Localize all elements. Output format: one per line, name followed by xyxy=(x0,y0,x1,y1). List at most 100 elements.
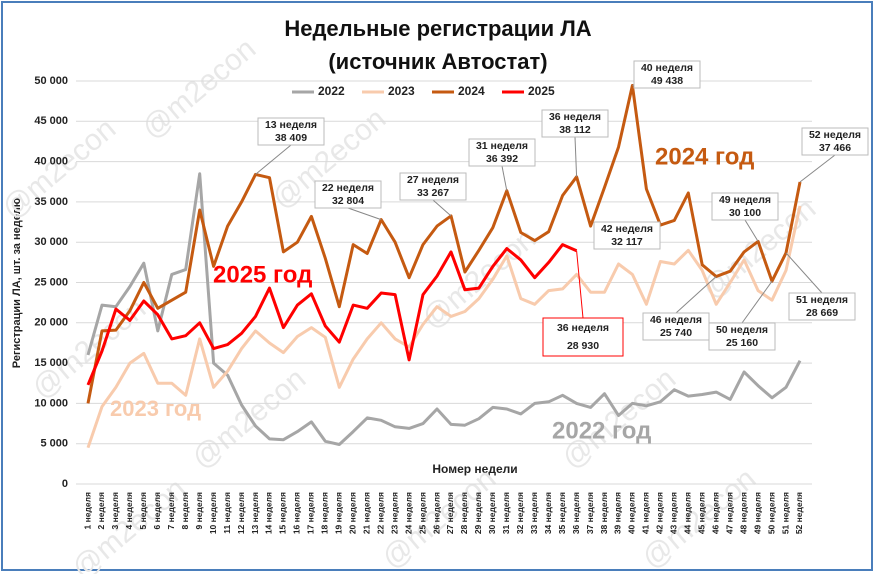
x-tick-label: 16 неделя xyxy=(292,492,302,534)
y-tick-label: 45 000 xyxy=(34,115,68,127)
x-tick-label: 32 неделя xyxy=(515,492,525,534)
x-tick-label: 4 неделя xyxy=(124,492,134,529)
annotation-text: 28 930 xyxy=(567,340,599,352)
x-tick-label: 38 неделя xyxy=(599,492,609,534)
annotation-box xyxy=(541,109,609,138)
annotation-text: 13 неделя xyxy=(265,119,317,131)
annotation-text: 22 неделя xyxy=(322,182,374,194)
x-tick-label: 45 неделя xyxy=(696,492,706,534)
legend-label: 2024 xyxy=(458,84,485,98)
y-tick-label: 25 000 xyxy=(34,276,68,288)
y-tick-label: 5 000 xyxy=(40,438,68,450)
annotation-leader xyxy=(785,252,823,294)
legend-label: 2022 xyxy=(318,84,345,98)
y-tick-label: 50 000 xyxy=(34,75,68,87)
annotation-text: 51 неделя xyxy=(796,294,848,306)
series-line xyxy=(86,205,802,449)
annotation-box xyxy=(711,192,779,221)
annotation-text: 25 740 xyxy=(660,327,692,339)
annotation-leader xyxy=(501,165,508,191)
annotation-text: 40 неделя xyxy=(641,62,693,74)
annotation-text: 46 неделя xyxy=(650,314,702,326)
x-tick-label: 3 неделя xyxy=(110,492,120,529)
series-label: 2023 год xyxy=(110,396,201,421)
annotation-box xyxy=(801,127,869,156)
x-tick-label: 6 неделя xyxy=(152,492,162,529)
annotation-box xyxy=(642,312,710,341)
x-tick-label: 23 неделя xyxy=(389,492,399,534)
annotation-box xyxy=(708,322,776,351)
annotation-leader xyxy=(799,154,836,183)
y-tick-label: 0 xyxy=(62,478,68,490)
series-line xyxy=(86,172,802,446)
annotation-text: 36 неделя xyxy=(549,111,601,123)
x-tick-label: 29 неделя xyxy=(473,492,483,534)
x-tick-label: 22 неделя xyxy=(375,492,385,534)
x-tick-label: 36 неделя xyxy=(571,492,581,534)
y-tick-label: 35 000 xyxy=(34,196,68,208)
x-tick-label: 19 неделя xyxy=(334,492,344,534)
x-tick-label: 10 неделя xyxy=(208,492,218,534)
annotation-leader xyxy=(675,276,717,314)
annotation-leader xyxy=(574,136,578,177)
annotation-text: 36 неделя xyxy=(557,322,609,334)
annotation-text: 32 804 xyxy=(332,195,364,207)
annotation-text: 30 100 xyxy=(729,207,761,219)
y-tick-label: 15 000 xyxy=(34,357,68,369)
x-tick-label: 7 неделя xyxy=(166,492,176,529)
x-tick-label: 8 неделя xyxy=(180,492,190,529)
x-tick-label: 1 неделя xyxy=(82,492,92,529)
y-tick-label: 10 000 xyxy=(34,397,68,409)
annotation-box xyxy=(399,172,467,201)
annotation-leader xyxy=(255,144,292,175)
x-tick-label: 17 неделя xyxy=(306,492,316,534)
annotation-text: 38 112 xyxy=(559,124,591,136)
series-line xyxy=(86,84,802,404)
annotation-leader xyxy=(744,219,759,242)
annotation-leader xyxy=(576,250,584,319)
x-tick-label: 18 неделя xyxy=(320,492,330,534)
x-tick-label: 43 неделя xyxy=(669,492,679,534)
series-label: 2022 год xyxy=(552,417,651,444)
x-tick-label: 12 неделя xyxy=(236,492,246,534)
x-tick-label: 37 неделя xyxy=(585,492,595,534)
annotation-text: 33 267 xyxy=(417,187,449,199)
x-tick-label: 5 неделя xyxy=(138,492,148,529)
x-tick-label: 34 неделя xyxy=(543,492,553,534)
x-tick-label: 21 неделя xyxy=(361,492,371,534)
x-tick-label: 41 неделя xyxy=(641,492,651,534)
x-tick-label: 46 неделя xyxy=(710,492,720,534)
legend-label: 2023 xyxy=(388,84,415,98)
x-axis-title: Номер недели xyxy=(432,462,517,476)
y-tick-label: 40 000 xyxy=(34,156,68,168)
annotation-text: 37 466 xyxy=(819,142,851,154)
x-tick-label: 44 неделя xyxy=(683,492,693,534)
x-tick-label: 26 неделя xyxy=(431,492,441,534)
annotation-leader xyxy=(432,199,452,217)
y-tick-label: 30 000 xyxy=(34,236,68,248)
chart-title: (источник Автостат) xyxy=(328,49,547,74)
annotation-text: 27 неделя xyxy=(407,174,459,186)
x-tick-label: 25 неделя xyxy=(417,492,427,534)
x-tick-label: 14 неделя xyxy=(264,492,274,534)
annotation-text: 32 117 xyxy=(611,236,643,248)
x-tick-label: 48 неделя xyxy=(738,492,748,534)
x-tick-label: 2 неделя xyxy=(96,492,106,529)
annotation-box xyxy=(542,317,624,357)
annotation-text: 36 392 xyxy=(486,153,518,165)
x-tick-label: 40 неделя xyxy=(627,492,637,534)
annotation-box xyxy=(633,60,701,89)
y-tick-label: 20 000 xyxy=(34,317,68,329)
annotation-text: 49 неделя xyxy=(719,194,771,206)
x-tick-label: 30 неделя xyxy=(487,492,497,534)
annotation-leader xyxy=(347,207,382,221)
annotation-text: 52 неделя xyxy=(809,129,861,141)
x-tick-label: 28 неделя xyxy=(459,492,469,534)
x-tick-label: 9 неделя xyxy=(194,492,204,529)
annotation-text: 42 неделя xyxy=(601,223,653,235)
x-tick-label: 50 неделя xyxy=(766,492,776,534)
legend-label: 2025 xyxy=(528,84,555,98)
annotation-text: 38 409 xyxy=(275,132,307,144)
annotation-box xyxy=(257,117,325,146)
